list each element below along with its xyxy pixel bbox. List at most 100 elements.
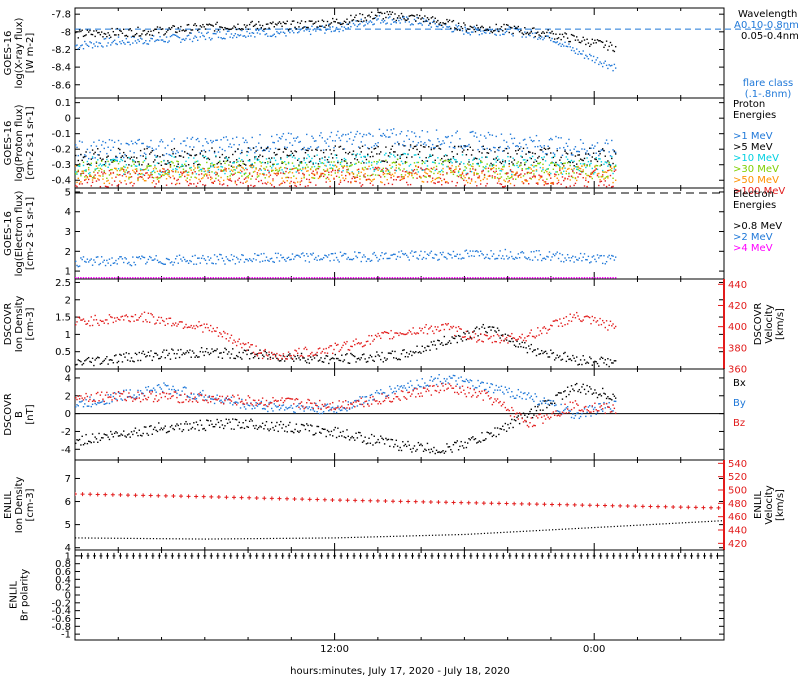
data-point <box>490 149 492 152</box>
data-point <box>425 324 427 326</box>
data-point <box>217 175 220 177</box>
data-point <box>174 170 177 172</box>
data-point <box>491 341 494 344</box>
data-point <box>346 164 348 167</box>
data-point <box>350 352 352 355</box>
data-point <box>204 38 207 41</box>
data-point <box>225 33 227 35</box>
data-point <box>110 316 112 318</box>
data-point <box>370 161 373 164</box>
data-point <box>608 254 610 257</box>
data-point <box>394 332 396 334</box>
data-point <box>372 166 374 169</box>
data-point <box>254 24 256 27</box>
data-point <box>403 253 405 256</box>
data-point <box>412 327 414 329</box>
data-point <box>347 181 349 183</box>
data-point <box>171 140 173 142</box>
data-point <box>364 358 366 360</box>
data-point <box>447 341 449 344</box>
data-point <box>93 141 95 143</box>
data-point <box>282 171 285 173</box>
data-point <box>341 255 343 257</box>
data-point <box>614 151 617 154</box>
data-point <box>395 169 398 172</box>
data-point <box>441 253 443 256</box>
data-point <box>293 32 295 34</box>
data-point <box>354 16 356 19</box>
data-point <box>569 40 571 43</box>
data-point <box>207 177 209 179</box>
data-point <box>334 342 336 345</box>
data-point <box>599 181 601 183</box>
data-point <box>299 161 301 163</box>
data-point <box>339 163 342 166</box>
data-point <box>342 277 344 279</box>
data-point <box>390 176 392 179</box>
data-point <box>272 141 274 144</box>
data-point <box>217 277 220 279</box>
data-point <box>134 40 137 42</box>
data-point <box>202 254 204 257</box>
data-point <box>405 161 408 164</box>
data-point <box>465 30 468 32</box>
data-point <box>197 182 199 184</box>
y-axis-label-line: log(Proton flux) <box>14 104 25 181</box>
data-point <box>431 330 434 332</box>
data-point <box>522 33 525 36</box>
data-point <box>341 171 343 173</box>
data-point <box>265 23 268 25</box>
data-point <box>304 260 307 262</box>
data-point <box>171 324 173 327</box>
data-point <box>420 329 422 332</box>
data-point <box>522 159 525 161</box>
data-point <box>604 60 606 62</box>
data-point <box>311 358 313 361</box>
data-point <box>158 181 160 183</box>
data-point <box>158 145 160 147</box>
data-point <box>479 161 482 164</box>
data-point <box>557 277 560 279</box>
data-point <box>315 184 317 186</box>
data-point <box>592 173 595 175</box>
data-point <box>585 152 587 154</box>
data-point <box>293 167 295 170</box>
data-point <box>278 260 281 262</box>
data-point <box>173 177 176 179</box>
data-point <box>539 166 542 169</box>
data-point <box>274 35 277 38</box>
data-point <box>250 149 252 151</box>
data-point <box>286 176 288 179</box>
data-point <box>394 13 396 15</box>
data-point <box>302 27 304 29</box>
data-point <box>364 144 366 146</box>
data-point <box>337 171 339 174</box>
data-point <box>348 165 351 168</box>
data-point <box>605 64 608 67</box>
data-point <box>367 168 369 170</box>
data-point <box>141 172 143 175</box>
data-point <box>104 33 107 35</box>
data-point <box>213 32 216 35</box>
data-point <box>291 30 294 32</box>
data-point <box>176 325 178 327</box>
data-point <box>335 344 338 346</box>
data-point <box>389 10 391 13</box>
data-point <box>586 157 588 159</box>
data-point <box>426 333 429 335</box>
data-point <box>268 172 270 174</box>
data-point <box>454 277 456 279</box>
data-point <box>148 174 151 177</box>
data-point <box>598 150 600 153</box>
data-point <box>594 165 596 168</box>
data-point <box>487 326 490 328</box>
data-point <box>476 250 478 252</box>
data-point <box>470 255 473 257</box>
data-point <box>230 180 233 182</box>
data-point <box>311 20 313 22</box>
data-point <box>522 339 525 342</box>
data-point <box>591 172 594 175</box>
data-point <box>87 163 90 165</box>
data-point <box>243 277 246 279</box>
data-point <box>444 22 447 25</box>
